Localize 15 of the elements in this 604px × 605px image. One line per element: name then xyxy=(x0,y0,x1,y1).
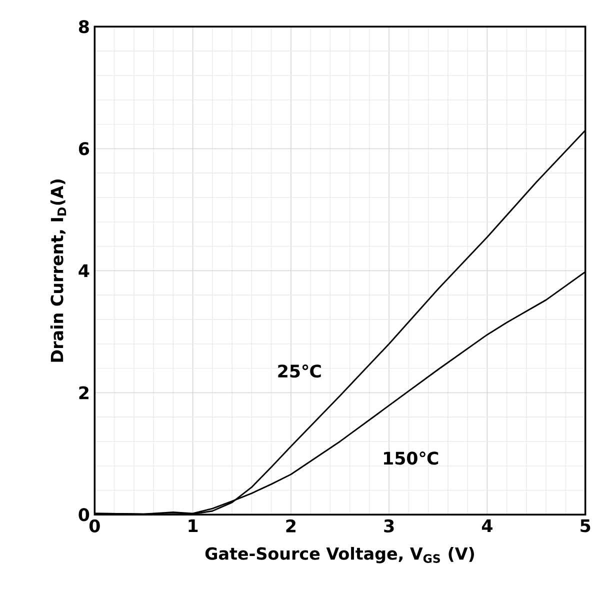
x-tick-label: 3 xyxy=(384,519,394,532)
x-tick-label: 1 xyxy=(188,519,198,532)
x-tick-label: 4 xyxy=(482,519,492,532)
x-tick-label: 5 xyxy=(580,519,590,532)
y-tick-label: 4 xyxy=(78,264,90,277)
x-axis-title: Gate-Source Voltage, V$_{GS}$ (V) xyxy=(205,546,474,564)
y-tick-label: 8 xyxy=(78,20,89,34)
y-tick-label: 2 xyxy=(79,386,88,400)
y-tick-label: 6 xyxy=(78,142,90,156)
y-tick-label: 0 xyxy=(78,508,90,522)
x-tick-label: 2 xyxy=(286,519,296,532)
series-label: 25℃ xyxy=(278,364,321,378)
series-label: 150℃ xyxy=(384,452,438,465)
y-axis-title: Drain Current, I$_{D}$(A) xyxy=(50,180,66,362)
x-tick-label: 0 xyxy=(89,519,100,532)
